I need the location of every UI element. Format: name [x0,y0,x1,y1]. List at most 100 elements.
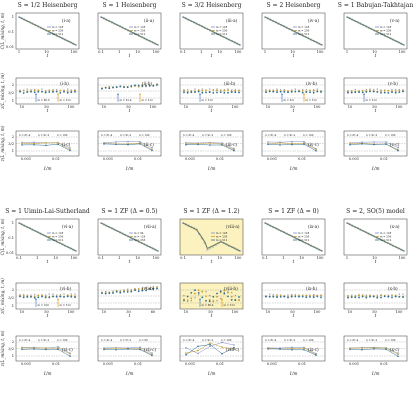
data-point [48,89,51,92]
y-tick-label-b: 2 [12,83,14,87]
data-point [22,89,25,92]
data-point [380,296,382,299]
x-tick-label-a: 0.1 [180,50,186,54]
data-point [205,299,207,302]
data-point [190,297,193,300]
data-point [316,295,319,298]
annotation-label: m = 81.4 [120,98,132,102]
data-point [33,89,36,92]
data-point [305,91,308,93]
panel-label-a: (viii-a) [226,224,240,229]
panel-label-b: (viii-b) [224,286,238,291]
panel-label-b: (iv-b) [306,81,317,86]
data-point [358,91,360,94]
legend-entry-c: n = 100 [303,338,314,342]
annotation-label: m = 8.0 [284,98,295,102]
series-line [185,344,235,356]
annotation-arrowhead [363,93,365,95]
legend-entry-a: m = 512 [380,238,392,242]
x-axis-label-b: t [211,108,213,113]
data-point [383,91,386,94]
data-point [212,89,215,92]
data-point [227,91,229,94]
data-point [279,90,282,93]
data-point [391,296,393,299]
x-tick-label-a: 0.1 [16,256,22,260]
data-point: × [391,87,393,91]
legend-entry-a: m = 512 [134,32,146,36]
data-point: × [26,87,28,91]
data-point [347,91,349,94]
x-axis-label-c: 1/m [207,371,215,376]
annotation-label: m = 512 [224,303,236,307]
data-point: × [347,293,349,297]
data-point [383,89,386,92]
x-tick-label-b: 10 [102,105,107,109]
panel-column-title: S = 2, SO(5) model [346,208,405,215]
data-point: × [276,87,278,91]
y-tick-label-a: 0.1 [8,236,14,240]
data-point: × [373,87,375,91]
legend-entry-a: m = 256 [216,235,228,239]
data-point: × [227,289,229,293]
data-point [272,295,275,298]
data-point: × [234,294,236,298]
x-tick-label-b: 10 [266,105,271,109]
data-point [398,89,401,92]
panel-label-c: (x-c) [390,347,400,352]
data-point [301,295,304,298]
data-point: × [119,289,121,293]
data-point [137,84,140,87]
data-point [387,295,390,298]
data-point [145,287,147,289]
x-tick-label-b: 10 [102,310,107,314]
data-point [126,291,129,293]
legend-entry-a: m = 256 [52,29,64,33]
data-point [183,91,185,94]
panel-label-b: (vii-b) [142,286,155,291]
data-point [33,91,36,94]
data-point: × [376,293,378,297]
data-point [52,295,54,298]
data-point [156,83,158,86]
data-point [59,89,62,92]
x-tick-label-a: 0.1 [180,256,186,260]
series-line [103,347,153,354]
data-point [283,91,286,93]
panel-label-a: (x-a) [390,224,400,229]
x-tick-label-a: 10 [217,50,222,54]
data-point [283,295,286,298]
data-point [387,92,390,94]
data-point: × [19,88,21,92]
panel-label-c: (ix-c) [308,347,319,352]
data-point [112,292,114,294]
x-axis-label-a: t [211,259,213,264]
legend-entry-c: n = 91.2 [284,338,296,342]
data-point [152,84,155,87]
data-point: × [313,88,315,92]
data-point: × [45,293,47,297]
data-point [119,291,122,294]
data-point [238,89,240,92]
panel-label-c: (vii-c) [144,347,156,352]
data-point [383,295,386,298]
data-point [316,90,319,93]
data-point [30,296,32,298]
x-tick-label-a: 10 [135,256,140,260]
panel-column-title: S = 1 Heisenberg [103,2,157,9]
data-point [66,295,69,298]
data-point [48,296,51,299]
data-point [398,296,401,298]
legend-entry-a: m = 512 [380,32,392,36]
x-axis-label-c: 1/m [371,371,379,376]
series-line [100,16,159,46]
data-point: × [347,88,349,92]
x-tick-label-b: 50 [44,310,49,314]
data-point [63,296,65,298]
data-point: × [190,298,192,302]
x-tick-label-c: 0.01 [52,157,60,161]
data-point: × [376,87,378,91]
data-point [272,90,275,93]
y-tick-label-a: 1 [12,15,14,19]
data-point [376,296,379,299]
